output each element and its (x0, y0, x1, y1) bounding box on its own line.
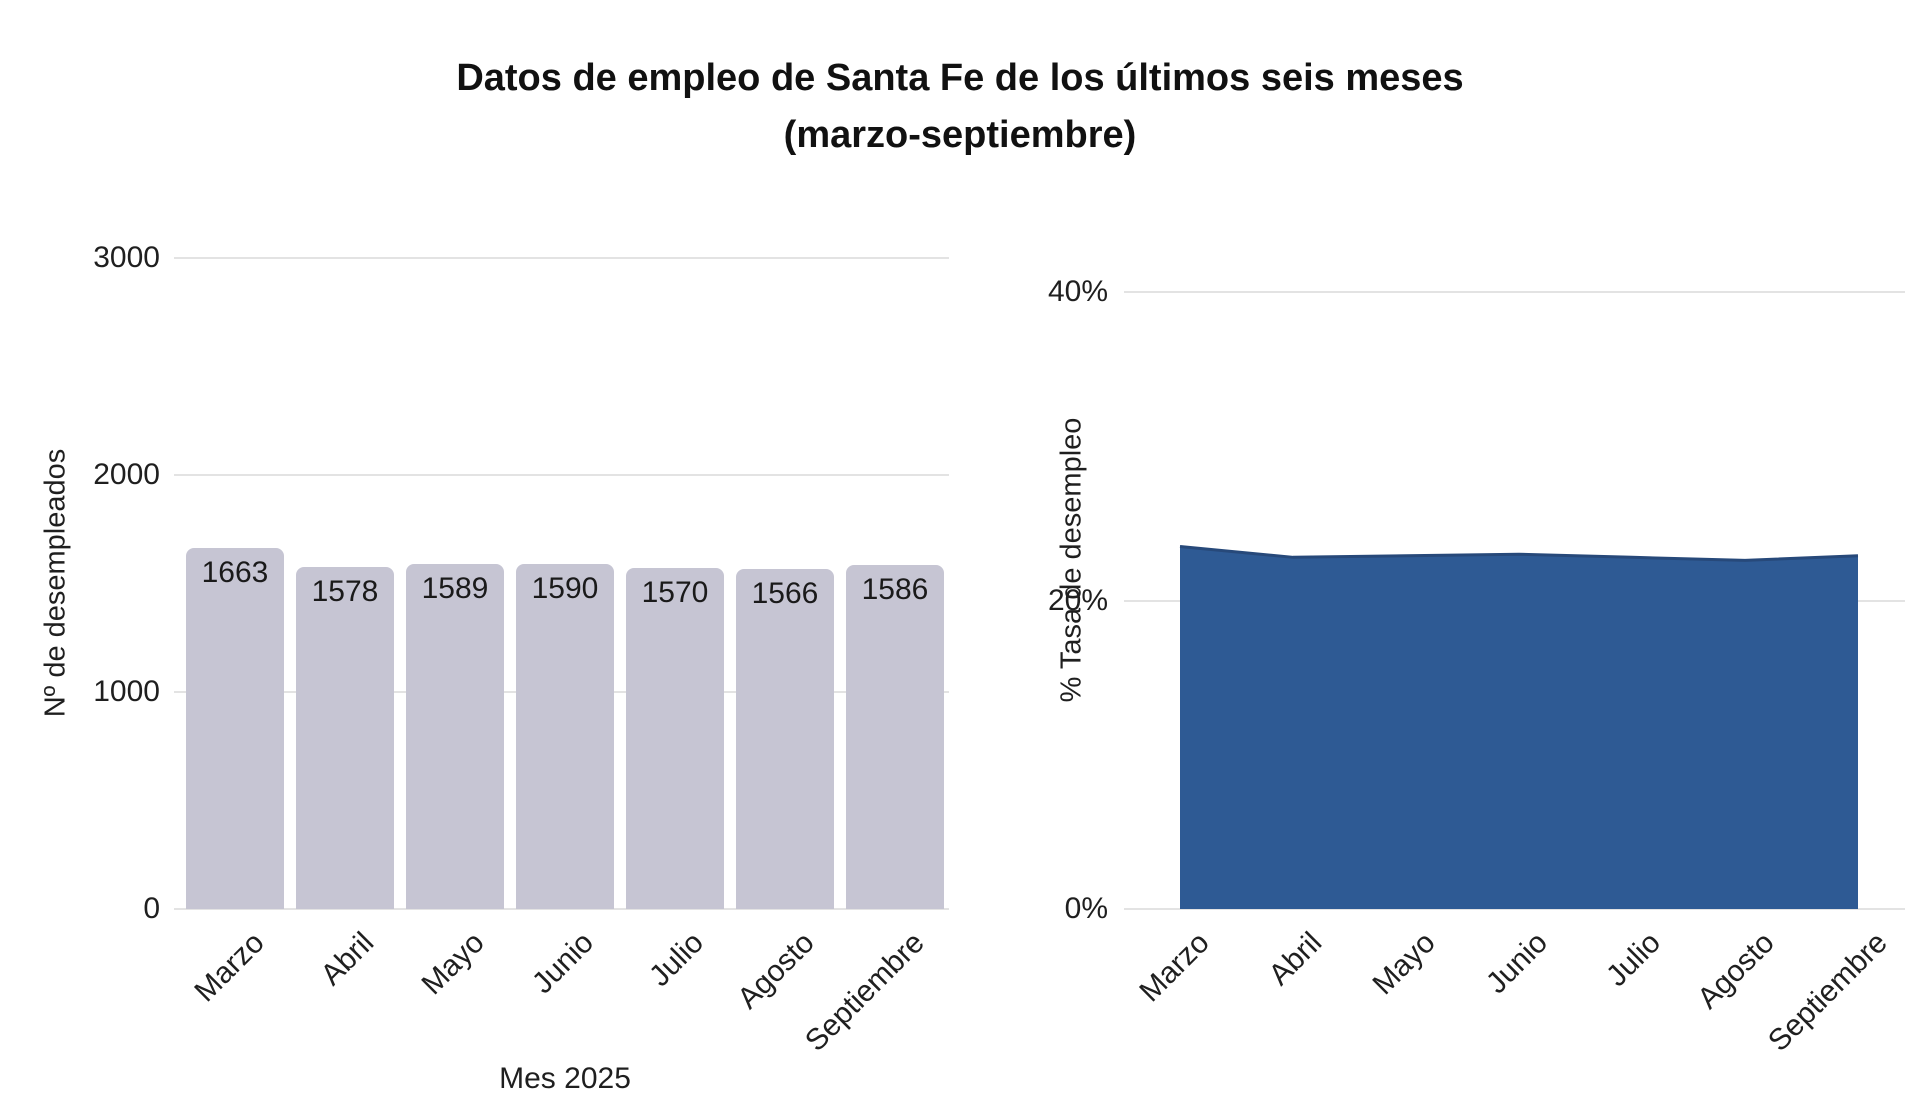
bar-chart-gridline (174, 474, 949, 476)
area-fill (1180, 546, 1858, 909)
chart-title: Datos de empleo de Santa Fe de los últim… (0, 50, 1920, 164)
chart-title-line1: Datos de empleo de Santa Fe de los últim… (456, 57, 1464, 99)
bar-value-label: 1570 (641, 576, 709, 610)
bar (296, 566, 394, 909)
bar (186, 548, 284, 909)
bar (846, 564, 944, 909)
bar (516, 563, 614, 909)
bar-value-label: 1590 (531, 571, 599, 605)
area-chart-gridline (1124, 291, 1905, 293)
bar (626, 568, 724, 909)
chart-title-line2: (marzo-septiembre) (783, 114, 1137, 156)
bar-chart-gridline (174, 908, 949, 910)
bar-chart-gridline (174, 257, 949, 259)
bar-chart-y-tick-label: 0 (143, 892, 160, 925)
bar-chart-y-tick-label: 2000 (93, 458, 160, 491)
bar (736, 569, 834, 909)
area-chart-y-axis-label: % Tasa de desempleo (1055, 417, 1088, 703)
bar-chart-y-tick-label: 3000 (93, 241, 160, 274)
bar-value-label: 1589 (421, 572, 489, 606)
bar-value-label: 1586 (861, 572, 929, 606)
bar-chart-y-tick-label: 1000 (93, 675, 160, 708)
bar-value-label: 1566 (751, 577, 819, 611)
area-chart-y-tick-label: 0% (1064, 892, 1108, 925)
area-chart-y-tick-label: 40% (1047, 275, 1108, 308)
bar (406, 564, 504, 909)
area-top-edge (1179, 545, 1859, 562)
bar-value-label: 1663 (201, 556, 269, 590)
area-chart-y-tick-label: 20% (1047, 583, 1108, 617)
bar-value-label: 1578 (311, 574, 379, 608)
